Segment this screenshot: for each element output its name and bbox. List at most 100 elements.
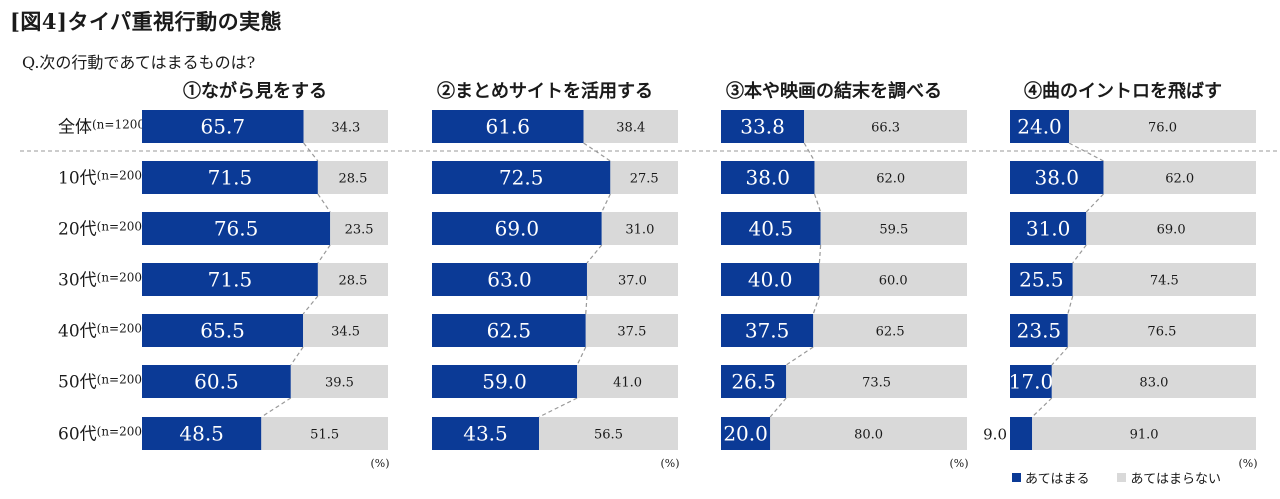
- unit-label: (%): [1238, 457, 1257, 470]
- connector-line: [260, 397, 292, 418]
- connector-line: [302, 295, 319, 315]
- connector-line: [586, 244, 603, 264]
- bar-yes: [142, 417, 262, 450]
- figure-title: [図4]タイパ重視行動の実態: [10, 9, 283, 34]
- bar-yes: [432, 110, 584, 143]
- value-label-no: 34.3: [331, 121, 360, 136]
- row-label-age: 20代: [58, 220, 97, 240]
- connector-line: [812, 295, 820, 315]
- value-label-no: 76.5: [1147, 325, 1176, 340]
- panel-title: ①ながら見をする: [183, 80, 327, 102]
- unit-label: (%): [370, 457, 389, 470]
- bar-yes: [721, 417, 771, 450]
- legend: あてはまる あてはまらない: [1012, 468, 1243, 487]
- connector-line: [1068, 142, 1104, 162]
- value-label-no: 76.0: [1148, 121, 1177, 136]
- bar-yes: [142, 110, 304, 143]
- value-label-no: 80.0: [854, 428, 883, 443]
- legend-label-no: あてはまらない: [1130, 472, 1221, 487]
- value-label-yes: 59.0: [482, 370, 527, 394]
- value-label-yes: 17.0: [1009, 370, 1054, 394]
- bar-yes: [142, 263, 318, 296]
- bar-yes: [1010, 314, 1068, 347]
- value-label-no: 62.0: [876, 172, 905, 187]
- connector-line: [1031, 397, 1053, 418]
- row-label-n: (n=200): [97, 271, 147, 285]
- bar-no: [1069, 110, 1256, 143]
- bar-yes: [721, 263, 820, 296]
- value-label-no: 41.0: [613, 376, 642, 391]
- bar-no: [804, 110, 967, 143]
- bar-no: [601, 212, 678, 245]
- bar-yes: [142, 161, 318, 194]
- row-label: 50代(n=200): [58, 373, 147, 393]
- bar-no: [820, 212, 967, 245]
- bar-no: [317, 263, 388, 296]
- bar-no: [290, 365, 388, 398]
- connector-line: [769, 397, 787, 418]
- row-label: 40代(n=200): [58, 322, 147, 342]
- row-label: 10代(n=200): [58, 169, 147, 189]
- legend-item-yes: あてはまる: [1012, 468, 1089, 487]
- value-label-yes: 37.5: [745, 319, 790, 343]
- bar-no: [814, 161, 967, 194]
- value-label-yes: 65.5: [200, 319, 245, 343]
- legend-label-yes: あてはまる: [1025, 472, 1090, 487]
- value-label-yes: 72.5: [499, 166, 544, 190]
- connector-line: [1051, 346, 1069, 366]
- value-label-no: 28.5: [338, 274, 367, 289]
- bar-no: [303, 314, 388, 347]
- value-label-yes: 33.8: [740, 115, 785, 139]
- connector-line: [583, 142, 611, 162]
- bar-no: [1086, 212, 1256, 245]
- bar-no: [813, 314, 967, 347]
- value-label-no: 31.0: [625, 223, 654, 238]
- value-label-yes: 61.6: [486, 115, 531, 139]
- value-label-yes: 23.5: [1017, 319, 1062, 343]
- value-label-no: 60.0: [879, 274, 908, 289]
- bar-yes: [1010, 365, 1052, 398]
- value-label-yes: 69.0: [495, 217, 540, 241]
- connector-line: [585, 295, 588, 315]
- connector-line: [317, 244, 331, 264]
- legend-item-no: あてはまらない: [1117, 468, 1221, 487]
- value-label-no: 28.5: [338, 172, 367, 187]
- connector-line: [1085, 193, 1104, 213]
- value-label-yes: 71.5: [208, 268, 253, 292]
- value-label-no: 23.5: [345, 223, 374, 238]
- question-text: Q.次の行動であてはまるものは?: [22, 53, 256, 72]
- bar-yes: [1010, 212, 1087, 245]
- bar-yes: [432, 161, 611, 194]
- value-label-yes: 9.0: [983, 426, 1007, 444]
- row-label-age: 60代: [58, 425, 97, 445]
- value-label-no: 51.5: [310, 428, 339, 443]
- value-label-yes: 40.0: [748, 268, 793, 292]
- bar-yes: [1010, 161, 1104, 194]
- connector-line: [538, 397, 578, 418]
- connector-line: [813, 193, 822, 213]
- legend-swatch-no: [1117, 473, 1127, 482]
- value-label-yes: 62.5: [487, 319, 532, 343]
- row-label-age: 50代: [58, 373, 97, 393]
- bar-no: [1067, 314, 1256, 347]
- bar-yes: [142, 314, 304, 347]
- value-label-yes: 60.5: [194, 370, 239, 394]
- connector-line: [576, 346, 587, 366]
- bar-yes: [1010, 417, 1033, 450]
- row-label: 20代(n=200): [58, 220, 147, 240]
- row-label-n: (n=200): [97, 220, 147, 234]
- value-label-yes: 38.0: [1034, 166, 1079, 190]
- value-label-yes: 43.5: [463, 422, 508, 446]
- bar-yes: [1010, 263, 1073, 296]
- bar-no: [770, 417, 967, 450]
- value-label-yes: 48.5: [179, 422, 224, 446]
- bar-yes: [721, 161, 815, 194]
- bar-no: [577, 365, 678, 398]
- bar-no: [610, 161, 678, 194]
- value-label-no: 37.5: [617, 325, 646, 340]
- value-label-no: 91.0: [1130, 428, 1159, 443]
- value-label-yes: 25.5: [1019, 268, 1064, 292]
- value-label-no: 73.5: [862, 376, 891, 391]
- value-label-no: 27.5: [630, 172, 659, 187]
- row-label-age: 10代: [58, 169, 97, 189]
